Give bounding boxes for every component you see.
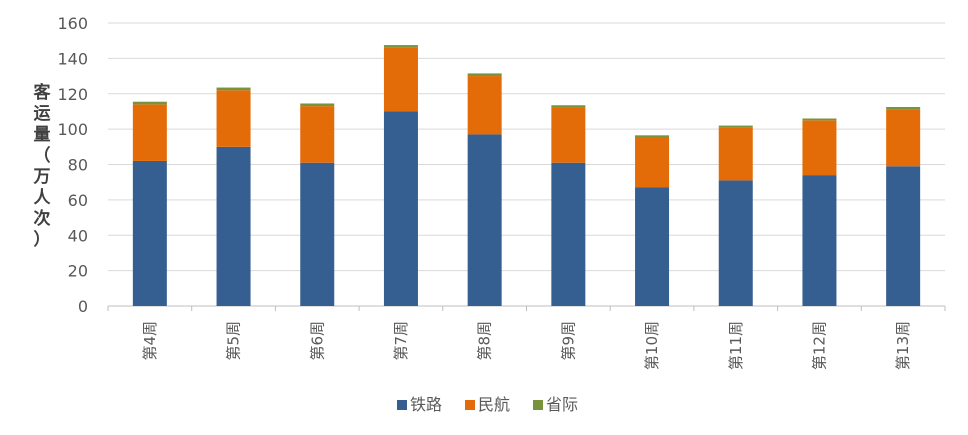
x-tick-label: 第7周	[392, 321, 410, 361]
bar-segment	[467, 76, 502, 135]
y-tick-label: 20	[68, 262, 88, 281]
x-tick-label: 第9周	[559, 321, 577, 361]
bar-segment	[635, 135, 670, 138]
bar-segment	[635, 187, 670, 306]
bar-segment	[300, 162, 335, 306]
y-tick-label: 100	[57, 120, 88, 139]
y-axis-label: 客运量（万人次）	[33, 82, 52, 250]
bar-segment	[216, 146, 251, 306]
bar-segment	[718, 127, 753, 181]
bar-segment	[467, 134, 502, 306]
bar-segment	[132, 104, 167, 161]
y-axis-ticks: 0 20 40 60 80 100 120 140 160	[57, 14, 88, 316]
bar-segment	[300, 106, 335, 163]
legend-swatch	[397, 400, 407, 410]
bar-segment	[718, 180, 753, 306]
y-tick-label: 60	[68, 191, 88, 210]
x-tick-label: 第11周	[727, 321, 745, 370]
y-tick-label: 40	[68, 226, 88, 245]
y-tick-label: 0	[78, 297, 88, 316]
bar-segment	[886, 166, 921, 306]
bar-segment	[132, 160, 167, 306]
x-tick-label: 第6周	[308, 321, 326, 361]
legend-swatch	[533, 400, 543, 410]
bar-segment	[886, 109, 921, 167]
x-tick-label: 第5周	[225, 321, 243, 361]
y-tick-label: 140	[57, 49, 88, 68]
bar-segment	[886, 107, 921, 110]
x-tick-label: 第12周	[810, 321, 828, 370]
bar-segment	[216, 87, 251, 91]
x-tick-label: 第8周	[476, 321, 494, 361]
bar-segment	[802, 120, 837, 176]
bar-segment	[216, 90, 251, 147]
legend-label: 铁路	[410, 395, 442, 414]
x-tick-label: 第10周	[643, 321, 661, 370]
legend-label: 民航	[478, 395, 510, 414]
x-axis-ticks: 第4周 第5周 第6周 第7周 第8周 第9周 第10周 第11周 第12周 第13周	[107, 306, 946, 370]
bar-segment	[383, 111, 418, 306]
bar-segment	[718, 125, 753, 128]
y-tick-label: 120	[57, 85, 88, 104]
bar-segment	[551, 105, 586, 108]
bar-segment	[467, 73, 502, 77]
bar-segment	[383, 45, 418, 48]
y-axis-title: 客运量（万人次）	[33, 82, 52, 250]
bar-segment	[300, 103, 335, 107]
bar-segment	[802, 175, 837, 306]
bar-segment	[802, 118, 837, 121]
bar-segment	[551, 107, 586, 163]
bar-segment	[551, 162, 586, 306]
bar-segment	[635, 137, 670, 188]
x-tick-label: 第13周	[894, 321, 912, 370]
bar-segment	[132, 101, 167, 105]
bar-segment	[383, 47, 418, 112]
legend-swatch	[465, 400, 475, 410]
y-tick-label: 80	[68, 156, 88, 175]
bars	[132, 45, 921, 306]
y-tick-label: 160	[57, 14, 88, 33]
x-tick-label: 第4周	[141, 321, 159, 361]
legend: 铁路 民航 省际	[397, 395, 578, 414]
legend-label: 省际	[546, 395, 578, 414]
